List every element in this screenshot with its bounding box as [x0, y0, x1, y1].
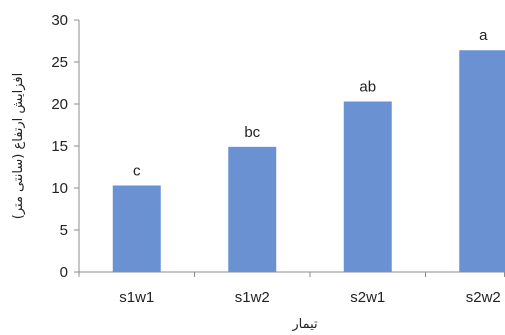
significance-label: ab [359, 78, 376, 95]
x-category-label: s2w2 [466, 289, 501, 306]
y-tick-label: 5 [60, 222, 68, 239]
y-axis-title: افزایش ارتفاع (سانتی متر) [11, 73, 26, 219]
significance-label: a [479, 27, 488, 44]
x-category-label: s2w1 [350, 289, 385, 306]
category-labels: s1w1 s1w2 s2w1 s2w2 [119, 289, 501, 306]
y-tick-label: 20 [51, 96, 68, 113]
bar-s1w2 [228, 146, 277, 272]
y-tick-label: 30 [51, 12, 68, 29]
x-axis-title: تیمار [291, 317, 318, 332]
y-tick-label: 10 [51, 180, 68, 197]
significance-labels: c bc ab a [133, 27, 488, 179]
significance-label: c [133, 162, 141, 179]
x-category-label: s1w1 [119, 289, 154, 306]
bar-s1w1 [112, 185, 161, 272]
x-axis-ticks [78, 272, 505, 277]
y-tick-label: 25 [51, 54, 68, 71]
y-axis-ticks: 0 5 10 15 20 25 30 [51, 12, 79, 281]
significance-label: bc [244, 124, 260, 141]
bar-series [112, 50, 505, 272]
y-tick-label: 15 [51, 138, 68, 155]
bar-s2w2 [459, 50, 505, 272]
y-tick-label: 0 [60, 264, 68, 281]
x-category-label: s1w2 [235, 289, 270, 306]
bar-s2w1 [343, 101, 392, 272]
